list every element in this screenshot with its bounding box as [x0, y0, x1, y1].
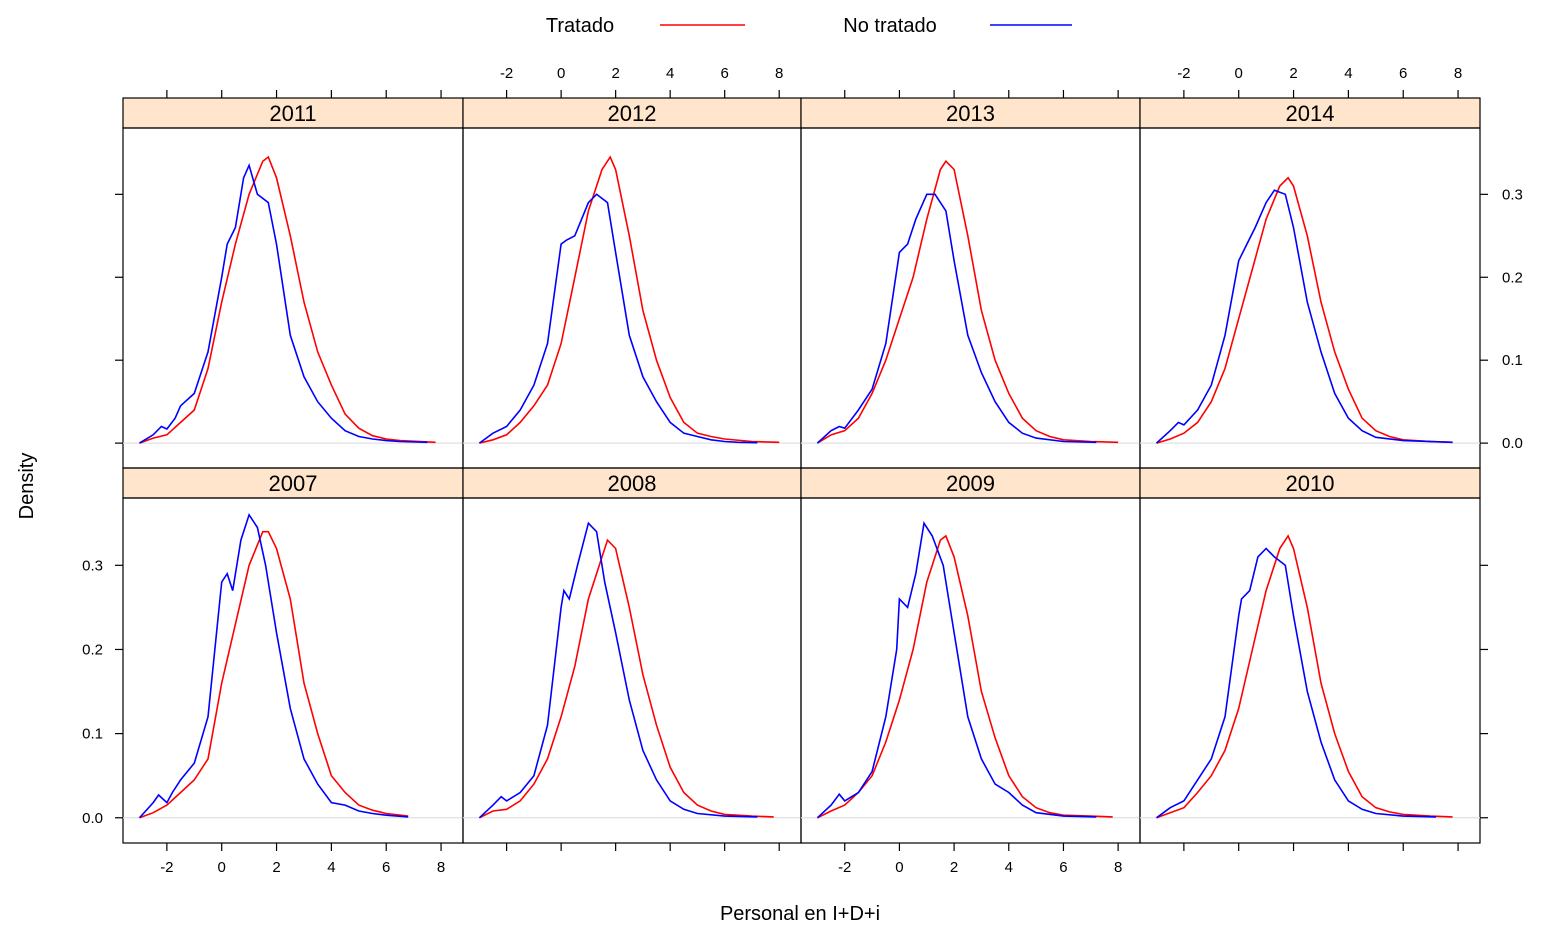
density-curve-tratado-2014: [1156, 176, 1453, 444]
panels: [122, 127, 1481, 844]
x-tick-label-bottom: 6: [382, 859, 390, 876]
density-curve-no-tratado-2012: [478, 193, 758, 444]
strip-2011: [122, 97, 464, 129]
legend-label: No tratado: [843, 15, 936, 37]
density-curve-no-tratado-2009: [816, 521, 1097, 819]
legend: Tratado No tratado: [546, 15, 1072, 37]
density-curve-no-tratado-2014: [1155, 189, 1453, 444]
x-tick-label-bottom: -2: [160, 859, 173, 876]
strip-label-2013: 2013: [946, 101, 995, 126]
density-curve-no-tratado-2008: [478, 521, 758, 819]
x-tick-label-bottom: 4: [327, 859, 335, 876]
y-tick-label-left: 0.1: [82, 726, 103, 743]
x-tick-label-bottom: 4: [1005, 859, 1013, 876]
strip-label-2011: 2011: [269, 101, 316, 126]
strip-label-2012: 2012: [608, 101, 657, 126]
x-tick-label-top: 4: [1344, 65, 1352, 82]
panel-frame: [800, 127, 1141, 469]
density-curve-tratado-2011: [139, 155, 436, 444]
x-tick-label-bottom: 2: [950, 859, 958, 876]
x-tick-label-bottom: 8: [437, 859, 445, 876]
x-tick-label-bottom: 0: [895, 859, 903, 876]
strip-label-2010: 2010: [1286, 471, 1335, 496]
density-curve-tratado-2012: [479, 155, 780, 444]
x-tick-label-top: 2: [611, 65, 619, 82]
y-axis-label: Density: [16, 453, 38, 520]
density-curve-no-tratado-2013: [816, 193, 1097, 444]
x-tick-label-top: 8: [775, 65, 783, 82]
strip-label-2009: 2009: [946, 471, 995, 496]
x-tick-label-bottom: 8: [1114, 859, 1122, 876]
x-tick-label-bottom: -2: [838, 859, 851, 876]
axis-ticks: -2 0 2 4 6 8 -2 0 2 4 6 8 -2 0 2 4 6 8 -2 0 2 4 6 8 0.0 0.1 0.2 0.3…: [82, 65, 1523, 876]
panel-2008: [462, 497, 802, 844]
strip-2008: [462, 467, 802, 499]
panel-2011: [122, 127, 464, 469]
y-tick-label-left: 0.3: [82, 557, 103, 574]
y-tick-label-right: 0.1: [1502, 352, 1523, 369]
density-curve-no-tratado-2011: [139, 162, 428, 444]
density-curve-tratado-2010: [1156, 534, 1453, 819]
density-curve-tratado-2009: [817, 534, 1113, 819]
legend-label: Tratado: [546, 15, 614, 37]
y-tick-label-left: 0.2: [82, 641, 103, 658]
panel-strips: 2011 2012 2013 2014 2007 2008 2009 2010: [122, 97, 1481, 499]
x-tick-label-bottom: 0: [218, 859, 226, 876]
x-axis-label: Personal en I+D+i: [720, 903, 880, 925]
x-tick-label-top: 0: [557, 65, 565, 82]
strip-2014: [1139, 97, 1481, 129]
x-tick-label-top: 0: [1235, 65, 1243, 82]
x-tick-label-top: 8: [1454, 65, 1462, 82]
panel-2010: [1139, 497, 1481, 844]
x-tick-label-top: 2: [1289, 65, 1297, 82]
panel-frame: [1139, 127, 1481, 469]
x-tick-label-bottom: 2: [272, 859, 280, 876]
panel-2009: [800, 497, 1141, 844]
panel-2014: [1139, 127, 1481, 469]
strip-label-2007: 2007: [269, 471, 318, 496]
panel-2007: [122, 497, 464, 844]
x-tick-label-top: 4: [666, 65, 674, 82]
y-tick-label-right: 0.2: [1502, 269, 1523, 286]
x-tick-label-top: 6: [721, 65, 729, 82]
x-tick-label-top: -2: [1177, 65, 1190, 82]
y-tick-label-left: 0.0: [82, 810, 103, 827]
density-curve-tratado-2008: [479, 538, 774, 819]
density-curve-no-tratado-2010: [1156, 547, 1437, 819]
density-curve-tratado-2013: [816, 159, 1119, 444]
x-tick-label-bottom: 6: [1059, 859, 1067, 876]
x-tick-label-top: 6: [1399, 65, 1407, 82]
y-tick-label-right: 0.3: [1502, 186, 1523, 203]
density-curve-tratado-2007: [139, 530, 409, 819]
panel-frame: [1139, 497, 1481, 844]
density-curve-no-tratado-2007: [138, 512, 409, 819]
strip-label-2008: 2008: [608, 471, 657, 496]
panel-2012: [462, 127, 802, 469]
panel-frame: [122, 127, 464, 469]
panel-2013: [800, 127, 1141, 469]
panel-frame: [462, 497, 802, 844]
y-tick-label-right: 0.0: [1502, 435, 1523, 452]
panel-frame: [800, 497, 1141, 844]
x-tick-label-top: -2: [500, 65, 513, 82]
strip-label-2014: 2014: [1286, 101, 1335, 126]
